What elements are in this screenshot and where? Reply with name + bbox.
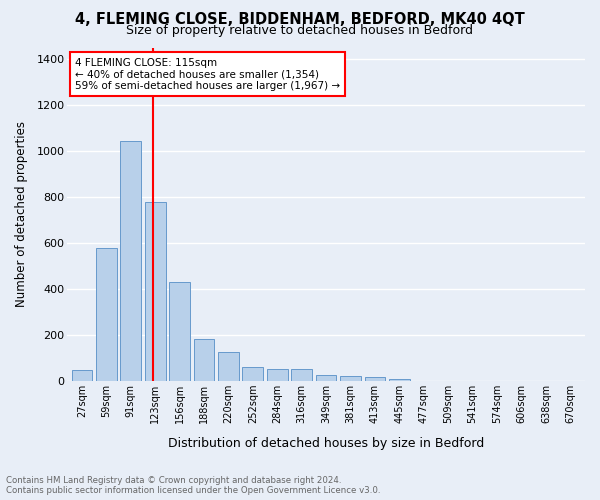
Bar [389, 378, 410, 381]
Bar [292, 370, 312, 381]
Bar [145, 202, 166, 381]
X-axis label: Distribution of detached houses by size in Bedford: Distribution of detached houses by size … [168, 437, 484, 450]
Bar [96, 248, 116, 381]
Y-axis label: Number of detached properties: Number of detached properties [15, 121, 28, 307]
Text: 4 FLEMING CLOSE: 115sqm
← 40% of detached houses are smaller (1,354)
59% of semi: 4 FLEMING CLOSE: 115sqm ← 40% of detache… [75, 58, 340, 90]
Bar [242, 366, 263, 381]
Text: 4, FLEMING CLOSE, BIDDENHAM, BEDFORD, MK40 4QT: 4, FLEMING CLOSE, BIDDENHAM, BEDFORD, MK… [75, 12, 525, 28]
Bar [267, 370, 287, 381]
Bar [340, 376, 361, 381]
Bar [194, 339, 214, 381]
Text: Contains HM Land Registry data © Crown copyright and database right 2024.
Contai: Contains HM Land Registry data © Crown c… [6, 476, 380, 495]
Bar [218, 352, 239, 381]
Bar [71, 370, 92, 381]
Bar [365, 378, 385, 381]
Bar [121, 142, 141, 381]
Bar [316, 375, 337, 381]
Bar [169, 282, 190, 381]
Text: Size of property relative to detached houses in Bedford: Size of property relative to detached ho… [127, 24, 473, 37]
